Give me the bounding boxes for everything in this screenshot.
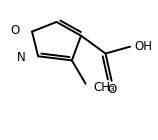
Text: O: O — [107, 83, 116, 96]
Text: OH: OH — [135, 40, 153, 53]
Text: N: N — [17, 51, 26, 64]
Text: CH₃: CH₃ — [93, 81, 115, 94]
Text: O: O — [11, 24, 20, 37]
